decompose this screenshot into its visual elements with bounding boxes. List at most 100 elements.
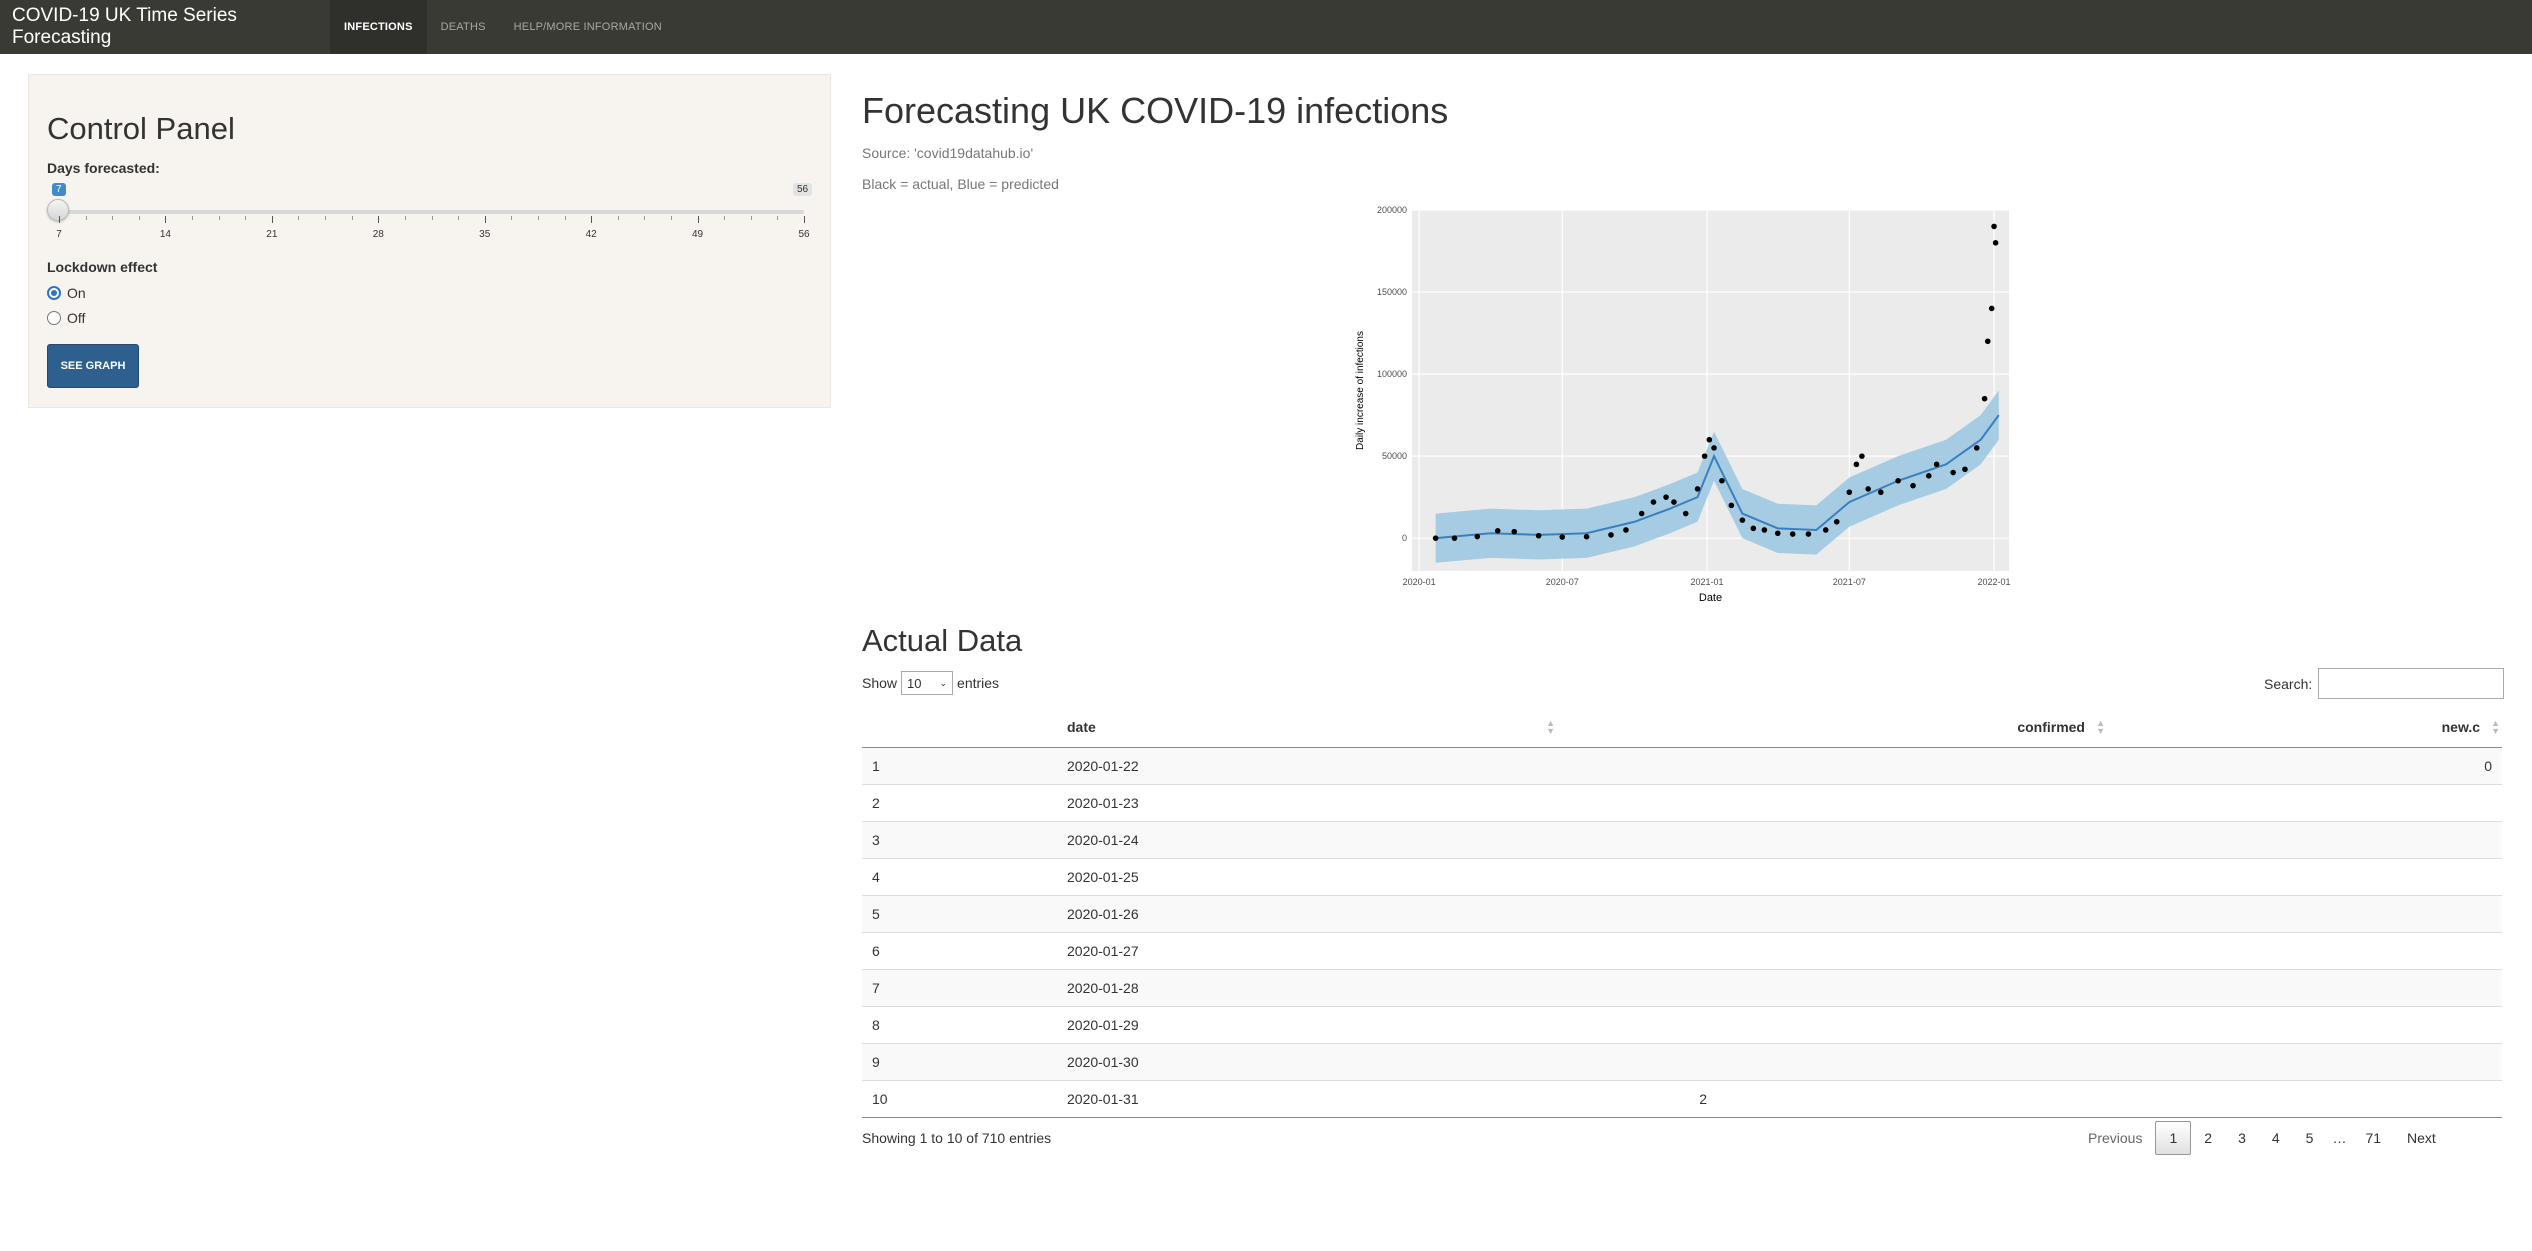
tab-deaths[interactable]: DEATHS [440, 21, 486, 33]
cell-confirmed [1557, 820, 2107, 858]
actual-data-point [1805, 531, 1812, 537]
table-row: 9 2020-01-30 [862, 1042, 2502, 1080]
slider-tick-label: 21 [266, 229, 278, 240]
col-confirmed-label: confirmed [2017, 718, 2085, 735]
cell-index: 3 [862, 820, 1057, 858]
entries-select-value: 10 [907, 675, 922, 691]
table-row: 1 2020-01-22 0 [862, 746, 2502, 784]
slider-tick [404, 216, 406, 220]
entries-select[interactable]: 10 ⌄ [901, 671, 954, 695]
actual-data-point [1451, 535, 1458, 541]
page-2-button[interactable]: 2 [2204, 1130, 2213, 1146]
cell-index: 6 [862, 931, 1057, 969]
forecast-chart: 2020-01 2020-07 2021-01 2021-07 2022-01 0 5000… [1355, 205, 2011, 604]
tab-help[interactable]: HELP/MORE INFORMATION [513, 21, 662, 33]
actual-data-point [1650, 499, 1657, 505]
slider-tick [697, 216, 699, 223]
cell-confirmed [1557, 894, 2107, 932]
slider-tick [537, 216, 539, 220]
search-row: Search: [2264, 668, 2505, 699]
actual-data-point [1833, 518, 1840, 525]
y-tick-label: 100000 [1377, 369, 1407, 379]
days-slider-handle[interactable] [47, 199, 69, 221]
slider-tick [670, 216, 672, 220]
col-new-label: new.c [2441, 718, 2480, 735]
actual-data-point [1623, 527, 1629, 533]
slider-tick [484, 216, 486, 223]
sort-icon: ▲ ▼ [2096, 718, 2105, 736]
col-new[interactable]: new.c ▲ ▼ [2107, 707, 2502, 748]
col-date-label: date [1067, 718, 1096, 735]
x-tick-label: 2022-01 [1978, 577, 2011, 587]
radio-off[interactable] [47, 311, 61, 325]
slider-tick [804, 216, 805, 223]
actual-data-point [1711, 445, 1717, 451]
actual-data-point [1991, 223, 1997, 230]
actual-data-point [1981, 395, 1988, 402]
tab-infections[interactable]: INFECTIONS [330, 0, 427, 54]
slider-tick [617, 216, 619, 220]
lockdown-on-option[interactable]: On [47, 285, 86, 301]
page-5-button[interactable]: 5 [2305, 1130, 2314, 1146]
page-71-button[interactable]: 71 [2365, 1130, 2382, 1146]
pagination: Previous 1 2 3 4 5 … 71 Next [2075, 1121, 2449, 1155]
table-info: Showing 1 to 10 of 710 entries [862, 1130, 1052, 1146]
slider-tick [750, 216, 752, 220]
actual-data-point [1910, 482, 1916, 489]
slider-tick [59, 216, 60, 223]
see-graph-button[interactable]: SEE GRAPH [47, 344, 139, 388]
cell-index: 10 [862, 1079, 1057, 1118]
table-row: 4 2020-01-25 [862, 857, 2502, 895]
previous-button[interactable]: Previous [2088, 1130, 2143, 1146]
search-input[interactable] [2318, 668, 2505, 699]
radio-on[interactable] [47, 286, 61, 300]
page-4-button[interactable]: 4 [2271, 1130, 2280, 1146]
actual-data-point [1728, 502, 1735, 509]
table-row: 2 2020-01-23 [862, 783, 2502, 821]
x-tick-label: 2020-01 [1403, 577, 1436, 587]
col-index[interactable] [862, 707, 1057, 748]
actual-data-point [1859, 453, 1865, 459]
slider-tick [777, 216, 779, 220]
x-axis-label: Date [1699, 592, 1722, 604]
actual-data-point [1494, 527, 1501, 534]
actual-data-point [1739, 517, 1746, 523]
x-tick-label: 2020-07 [1546, 577, 1579, 587]
table-row: 7 2020-01-28 [862, 968, 2502, 1006]
next-button[interactable]: Next [2407, 1130, 2436, 1146]
actual-data-point [1682, 510, 1689, 517]
cell-index: 5 [862, 894, 1057, 932]
cell-confirmed [1557, 857, 2107, 895]
col-date[interactable]: date ▲ ▼ [1057, 707, 1557, 748]
cell-confirmed [1557, 1042, 2107, 1080]
slider-tick-label: 42 [585, 229, 597, 240]
cell-index: 9 [862, 1042, 1057, 1080]
cell-index: 2 [862, 783, 1057, 821]
lockdown-effect-label: Lockdown effect [47, 259, 158, 275]
slider-tick [378, 216, 380, 223]
actual-data-point [1877, 489, 1884, 496]
col-confirmed[interactable]: confirmed ▲ ▼ [1557, 707, 2107, 748]
page-1-button[interactable]: 1 [2155, 1121, 2192, 1155]
days-slider-track[interactable] [59, 210, 804, 214]
slider-tick-label: 56 [798, 229, 810, 240]
actual-data-point [1984, 338, 1991, 345]
cell-confirmed [1557, 746, 2107, 784]
slider-tick [192, 216, 194, 220]
actual-data-point [1608, 532, 1614, 538]
cell-confirmed [1557, 968, 2107, 1006]
slider-tick [724, 216, 726, 220]
slider-tick [564, 216, 566, 220]
slider-tick [245, 216, 247, 220]
slider-tick [271, 216, 273, 223]
actual-data-point [1822, 527, 1829, 533]
actual-data-point [1694, 486, 1701, 492]
page-3-button[interactable]: 3 [2238, 1130, 2246, 1146]
y-tick-label: 50000 [1382, 451, 1407, 461]
cell-index: 7 [862, 968, 1057, 1006]
lockdown-off-option[interactable]: Off [47, 310, 85, 326]
app-title[interactable]: COVID-19 UK Time Series Forecasting [12, 5, 237, 48]
cell-new: 0 [2107, 746, 2502, 784]
slider-tick [644, 216, 646, 220]
sort-icon: ▲ ▼ [1546, 718, 1555, 736]
